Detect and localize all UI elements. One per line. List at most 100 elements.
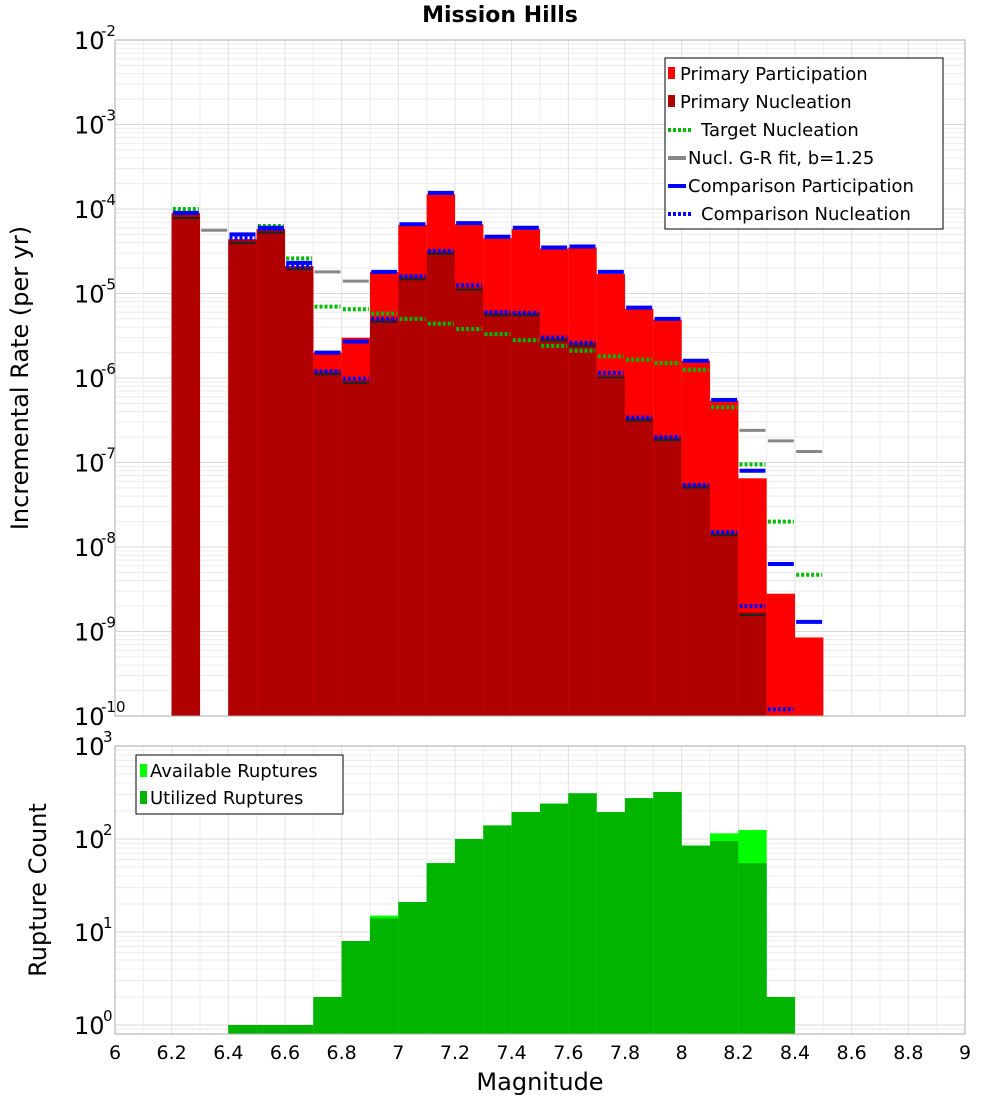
bar-primary-nucleation xyxy=(539,337,569,716)
bar-utilized-ruptures xyxy=(624,798,654,1034)
x-axis-label: Magnitude xyxy=(476,1068,603,1096)
x-tick-label: 6.8 xyxy=(327,1042,357,1064)
legend-swatch-primary-participation xyxy=(668,67,675,79)
bar-primary-participation xyxy=(766,593,796,716)
top-plot-y-axis-label: Incremental Rate (per yr) xyxy=(6,226,34,530)
y-tick-exponent: -8 xyxy=(101,529,116,547)
bar-primary-nucleation xyxy=(624,417,654,716)
bar-primary-nucleation xyxy=(709,532,739,716)
top-plot-legend: Primary Participation Primary Nucleation… xyxy=(664,57,944,230)
bar-utilized-ruptures xyxy=(766,996,796,1034)
bar-utilized-ruptures xyxy=(539,803,569,1034)
y-tick-label: 10 xyxy=(74,450,105,478)
x-tick-label: 6.6 xyxy=(270,1042,300,1064)
bar-primary-nucleation xyxy=(454,286,484,716)
bar-primary-nucleation xyxy=(313,371,342,716)
bar-utilized-ruptures xyxy=(511,812,541,1034)
bar-utilized-ruptures xyxy=(454,838,484,1034)
bar-utilized-ruptures xyxy=(596,812,626,1034)
bar-primary-nucleation xyxy=(483,312,512,716)
y-tick-label: 10 xyxy=(74,733,105,761)
bar-utilized-ruptures xyxy=(398,902,427,1034)
bottom-plot-frame xyxy=(114,745,966,1035)
bar-primary-nucleation xyxy=(738,612,767,716)
y-tick-exponent: -5 xyxy=(101,276,116,294)
bar-utilized-ruptures xyxy=(313,996,342,1034)
y-tick-label: 10 xyxy=(74,1012,105,1040)
legend-label-primary-participation: Primary Participation xyxy=(680,64,868,85)
y-tick-exponent: -3 xyxy=(101,107,116,125)
y-tick-label: 10 xyxy=(74,826,105,854)
bar-primary-nucleation xyxy=(256,229,286,716)
bottom-plot-x-ticks: 6 6.2 6.4 6.6 6.8 7 7.2 7.4 7.6 7.8 8 8.2 8.4 8.6 8.8 9 xyxy=(109,1042,971,1064)
bottom-plot-legend: Available Ruptures Utilized Ruptures xyxy=(135,754,344,815)
y-tick-exponent: -9 xyxy=(101,614,116,632)
chart-title: Mission Hills xyxy=(422,3,578,28)
x-tick-label: 8.6 xyxy=(837,1042,867,1064)
bar-utilized-ruptures xyxy=(228,1024,257,1034)
x-tick-label: 7.2 xyxy=(440,1042,470,1064)
y-tick-label: 10 xyxy=(74,703,105,731)
y-tick-label: 10 xyxy=(74,619,105,647)
y-tick-exponent: 0 xyxy=(103,1007,113,1025)
bar-primary-nucleation xyxy=(284,266,314,716)
top-plot-markers xyxy=(172,190,823,712)
bar-utilized-ruptures xyxy=(681,845,711,1034)
top-legend-box xyxy=(664,57,944,230)
bar-primary-nucleation xyxy=(511,312,541,716)
x-tick-label: 8.4 xyxy=(780,1042,810,1064)
bar-primary-nucleation xyxy=(369,318,399,716)
legend-swatch-primary-nucleation xyxy=(668,95,675,107)
top-plot-frame xyxy=(114,39,966,717)
legend-label-gr-fit: Nucl. G-R fit, b=1.25 xyxy=(688,148,874,169)
bar-utilized-ruptures xyxy=(738,863,767,1034)
x-tick-label: 8.8 xyxy=(893,1042,923,1064)
bar-primary-participation xyxy=(794,637,824,716)
bar-utilized-ruptures xyxy=(341,941,371,1034)
bar-utilized-ruptures xyxy=(483,825,512,1034)
bar-primary-nucleation xyxy=(426,250,456,716)
legend-label-target-nucleation: Target Nucleation xyxy=(700,120,859,141)
bottom-legend-box xyxy=(135,754,344,815)
x-tick-label: 7.6 xyxy=(553,1042,583,1064)
bar-primary-nucleation xyxy=(341,379,371,716)
y-tick-label: 10 xyxy=(74,534,105,562)
x-tick-label: 8.2 xyxy=(723,1042,753,1064)
x-tick-label: 9 xyxy=(959,1042,971,1064)
y-tick-exponent: -2 xyxy=(101,22,116,40)
bar-utilized-ruptures xyxy=(369,918,399,1034)
y-tick-label: 10 xyxy=(74,196,105,224)
x-tick-label: 6.2 xyxy=(157,1042,187,1064)
bottom-plot-y-axis-label: Rupture Count xyxy=(24,803,52,977)
legend-label-utilized-ruptures: Utilized Ruptures xyxy=(150,788,303,809)
x-tick-label: 7 xyxy=(392,1042,404,1064)
bar-utilized-ruptures xyxy=(709,841,739,1034)
bar-primary-nucleation xyxy=(596,374,626,716)
x-tick-label: 8 xyxy=(676,1042,688,1064)
bar-utilized-ruptures xyxy=(256,1024,286,1034)
legend-label-primary-nucleation: Primary Nucleation xyxy=(680,92,852,113)
top-plot-bars xyxy=(171,194,824,717)
x-tick-label: 6 xyxy=(109,1042,121,1064)
y-tick-label: 10 xyxy=(74,365,105,393)
y-tick-label: 10 xyxy=(74,281,105,309)
legend-label-comparison-participation: Comparison Participation xyxy=(688,176,914,197)
bar-utilized-ruptures xyxy=(284,1024,314,1034)
bar-primary-nucleation xyxy=(568,342,597,716)
bar-utilized-ruptures xyxy=(568,793,597,1034)
bar-primary-nucleation xyxy=(171,214,201,716)
y-tick-label: 10 xyxy=(74,27,105,55)
y-tick-label: 10 xyxy=(74,112,105,140)
x-tick-label: 6.4 xyxy=(213,1042,243,1064)
y-tick-exponent: 3 xyxy=(103,728,113,746)
legend-label-available-ruptures: Available Ruptures xyxy=(150,761,318,782)
x-tick-label: 7.8 xyxy=(610,1042,640,1064)
bar-primary-nucleation xyxy=(681,484,711,716)
y-tick-exponent: 1 xyxy=(103,914,113,932)
x-tick-label: 7.4 xyxy=(497,1042,527,1064)
